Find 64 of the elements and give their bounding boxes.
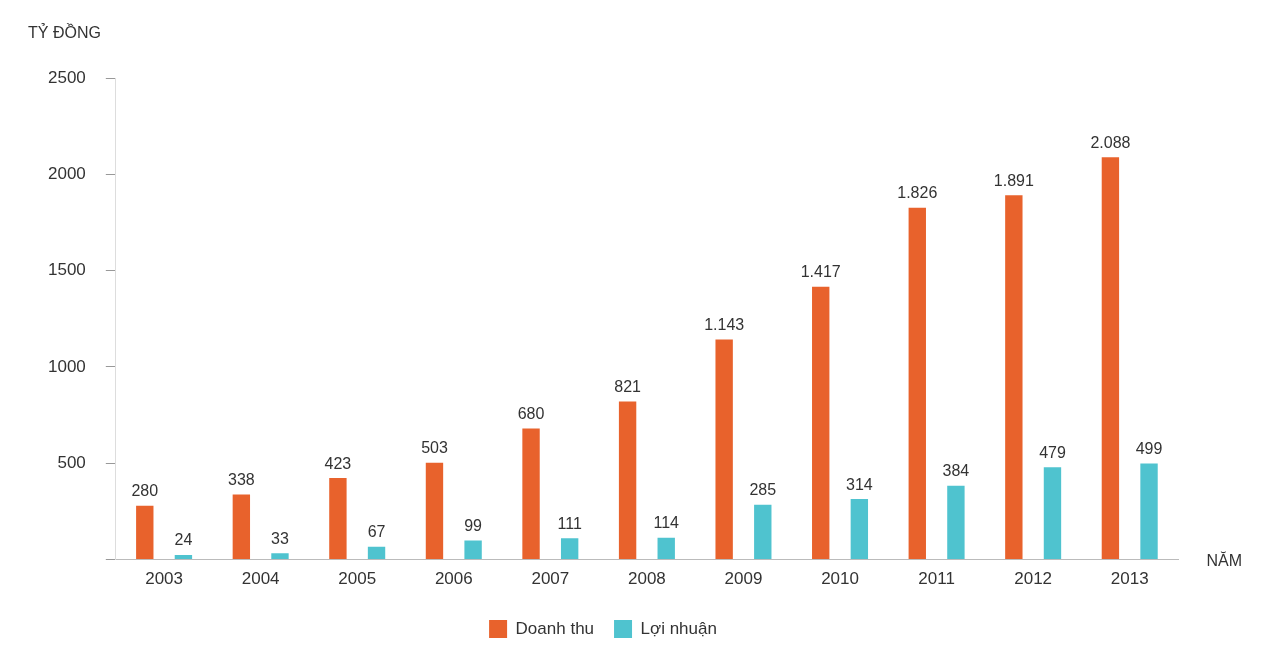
bar bbox=[560, 538, 579, 560]
data-label: 423 bbox=[324, 454, 352, 472]
bar bbox=[174, 554, 193, 560]
y-tick-label: 2500 bbox=[47, 67, 86, 87]
data-label: 114 bbox=[653, 514, 680, 532]
data-label: 33 bbox=[271, 529, 289, 547]
bar bbox=[1043, 467, 1062, 560]
bar bbox=[715, 339, 733, 560]
x-tick-label: 2011 bbox=[918, 569, 955, 589]
y-tick-label: 500 bbox=[57, 452, 86, 472]
bar bbox=[329, 478, 347, 560]
bar bbox=[522, 428, 540, 560]
bar bbox=[425, 462, 444, 560]
bar bbox=[812, 286, 830, 560]
data-label: 285 bbox=[749, 481, 777, 499]
data-label: 314 bbox=[845, 475, 873, 493]
x-tick-label: 2007 bbox=[531, 569, 570, 589]
x-axis-title: NĂM bbox=[1206, 550, 1242, 569]
data-label: 680 bbox=[517, 405, 545, 423]
bar bbox=[232, 494, 251, 560]
x-tick-label: 2010 bbox=[821, 569, 859, 589]
data-label: 280 bbox=[131, 482, 159, 500]
x-tick-label: 2009 bbox=[724, 569, 763, 589]
bar bbox=[367, 546, 386, 560]
data-label: 384 bbox=[942, 462, 970, 480]
x-tick-label: 2006 bbox=[434, 569, 473, 589]
x-tick-label: 2003 bbox=[145, 569, 184, 589]
data-label: 503 bbox=[421, 439, 448, 457]
x-tick-label: 2012 bbox=[1014, 569, 1053, 589]
data-label: 821 bbox=[614, 377, 642, 395]
y-tick-label: 1500 bbox=[47, 260, 86, 280]
data-label: 1.417 bbox=[800, 263, 841, 281]
x-tick-label: 2004 bbox=[241, 569, 280, 589]
legend-label: Doanh thu bbox=[515, 618, 595, 638]
y-tick-label: 1000 bbox=[47, 356, 86, 376]
bar bbox=[908, 207, 926, 560]
x-tick-label: 2005 bbox=[338, 569, 377, 589]
x-tick-label: 2013 bbox=[1110, 569, 1149, 589]
data-label: 1.826 bbox=[897, 184, 938, 202]
data-label: 67 bbox=[367, 523, 386, 541]
bar bbox=[850, 499, 869, 560]
data-label: 99 bbox=[464, 516, 483, 534]
bar bbox=[1005, 195, 1023, 560]
legend-label: Lợi nhuận bbox=[640, 618, 717, 638]
bar bbox=[947, 485, 965, 560]
x-tick-label: 2008 bbox=[628, 569, 666, 589]
data-label: 24 bbox=[174, 531, 193, 549]
data-label: 338 bbox=[228, 470, 255, 488]
bar bbox=[754, 504, 772, 560]
bar bbox=[1101, 157, 1120, 560]
y-tick-label: 2000 bbox=[47, 164, 86, 184]
bar bbox=[657, 537, 675, 560]
data-label: 479 bbox=[1039, 443, 1066, 461]
data-label: 111 bbox=[557, 514, 582, 532]
bar bbox=[618, 401, 637, 560]
bar bbox=[136, 505, 154, 560]
data-label: 499 bbox=[1135, 439, 1163, 457]
data-label: 1.143 bbox=[704, 315, 745, 333]
bar bbox=[464, 540, 482, 560]
data-label: 1.891 bbox=[993, 171, 1034, 189]
y-axis-title: TỶ ĐỒNG bbox=[28, 23, 101, 41]
bar bbox=[1140, 463, 1158, 560]
data-label: 2.088 bbox=[1090, 133, 1131, 151]
bar bbox=[271, 553, 289, 560]
